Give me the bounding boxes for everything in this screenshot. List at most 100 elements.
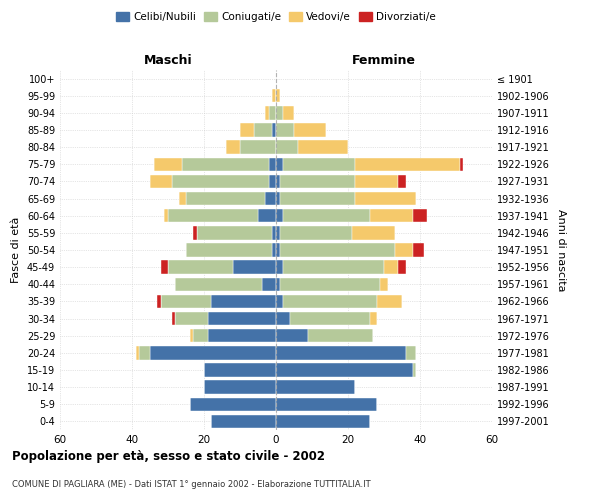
Bar: [377, 294, 402, 308]
Bar: [150, 174, 172, 188]
Bar: [265, 192, 276, 205]
Bar: [280, 192, 355, 205]
Legend: Celibi/Nubili, Coniugati/e, Vedovi/e, Divorziati/e: Celibi/Nubili, Coniugati/e, Vedovi/e, Di…: [112, 8, 440, 26]
Bar: [204, 364, 276, 376]
Bar: [280, 278, 380, 291]
Bar: [168, 260, 233, 274]
Bar: [193, 329, 208, 342]
Bar: [272, 89, 276, 102]
Bar: [136, 346, 139, 360]
Bar: [298, 140, 348, 154]
Bar: [276, 278, 280, 291]
Bar: [352, 226, 395, 239]
Bar: [276, 209, 283, 222]
Bar: [276, 140, 298, 154]
Bar: [240, 140, 276, 154]
Bar: [290, 312, 370, 326]
Bar: [384, 260, 398, 274]
Bar: [161, 294, 211, 308]
Bar: [276, 244, 280, 256]
Bar: [164, 209, 168, 222]
Bar: [283, 158, 355, 171]
Bar: [355, 174, 398, 188]
Y-axis label: Fasce di età: Fasce di età: [11, 217, 21, 283]
Bar: [179, 192, 186, 205]
Bar: [175, 312, 208, 326]
Text: Popolazione per età, sesso e stato civile - 2002: Popolazione per età, sesso e stato civil…: [12, 450, 325, 463]
Bar: [276, 329, 308, 342]
Bar: [193, 226, 197, 239]
Bar: [276, 89, 280, 102]
Bar: [208, 312, 276, 326]
Bar: [269, 158, 276, 171]
Bar: [460, 158, 463, 171]
Bar: [226, 140, 240, 154]
Bar: [283, 260, 384, 274]
Bar: [262, 278, 276, 291]
Bar: [280, 226, 352, 239]
Bar: [269, 106, 276, 120]
Bar: [168, 209, 258, 222]
Bar: [150, 346, 276, 360]
Bar: [208, 329, 276, 342]
Bar: [211, 294, 276, 308]
Bar: [294, 124, 326, 136]
Bar: [139, 346, 150, 360]
Bar: [233, 260, 276, 274]
Bar: [398, 260, 406, 274]
Bar: [276, 294, 283, 308]
Bar: [413, 244, 424, 256]
Bar: [269, 174, 276, 188]
Bar: [211, 414, 276, 428]
Text: Femmine: Femmine: [352, 54, 416, 68]
Bar: [276, 414, 370, 428]
Bar: [280, 244, 395, 256]
Bar: [258, 209, 276, 222]
Bar: [190, 398, 276, 411]
Bar: [272, 226, 276, 239]
Bar: [413, 209, 427, 222]
Bar: [370, 209, 413, 222]
Bar: [265, 106, 269, 120]
Bar: [190, 329, 193, 342]
Bar: [204, 380, 276, 394]
Bar: [276, 124, 294, 136]
Bar: [172, 174, 269, 188]
Bar: [283, 209, 370, 222]
Bar: [161, 260, 168, 274]
Bar: [276, 192, 280, 205]
Bar: [276, 364, 413, 376]
Bar: [154, 158, 182, 171]
Bar: [276, 398, 377, 411]
Bar: [276, 158, 283, 171]
Text: COMUNE DI PAGLIARA (ME) - Dati ISTAT 1° gennaio 2002 - Elaborazione TUTTITALIA.I: COMUNE DI PAGLIARA (ME) - Dati ISTAT 1° …: [12, 480, 371, 489]
Bar: [254, 124, 272, 136]
Bar: [272, 124, 276, 136]
Bar: [276, 226, 280, 239]
Text: Maschi: Maschi: [143, 54, 193, 68]
Bar: [157, 294, 161, 308]
Bar: [276, 312, 290, 326]
Bar: [413, 364, 416, 376]
Bar: [355, 158, 460, 171]
Bar: [283, 106, 294, 120]
Bar: [197, 226, 272, 239]
Bar: [308, 329, 373, 342]
Bar: [186, 192, 265, 205]
Y-axis label: Anni di nascita: Anni di nascita: [556, 209, 566, 291]
Bar: [395, 244, 413, 256]
Bar: [398, 174, 406, 188]
Bar: [175, 278, 262, 291]
Bar: [276, 346, 406, 360]
Bar: [172, 312, 175, 326]
Bar: [186, 244, 272, 256]
Bar: [370, 312, 377, 326]
Bar: [276, 260, 283, 274]
Bar: [283, 294, 377, 308]
Bar: [280, 174, 355, 188]
Bar: [240, 124, 254, 136]
Bar: [276, 174, 280, 188]
Bar: [272, 244, 276, 256]
Bar: [276, 380, 355, 394]
Bar: [380, 278, 388, 291]
